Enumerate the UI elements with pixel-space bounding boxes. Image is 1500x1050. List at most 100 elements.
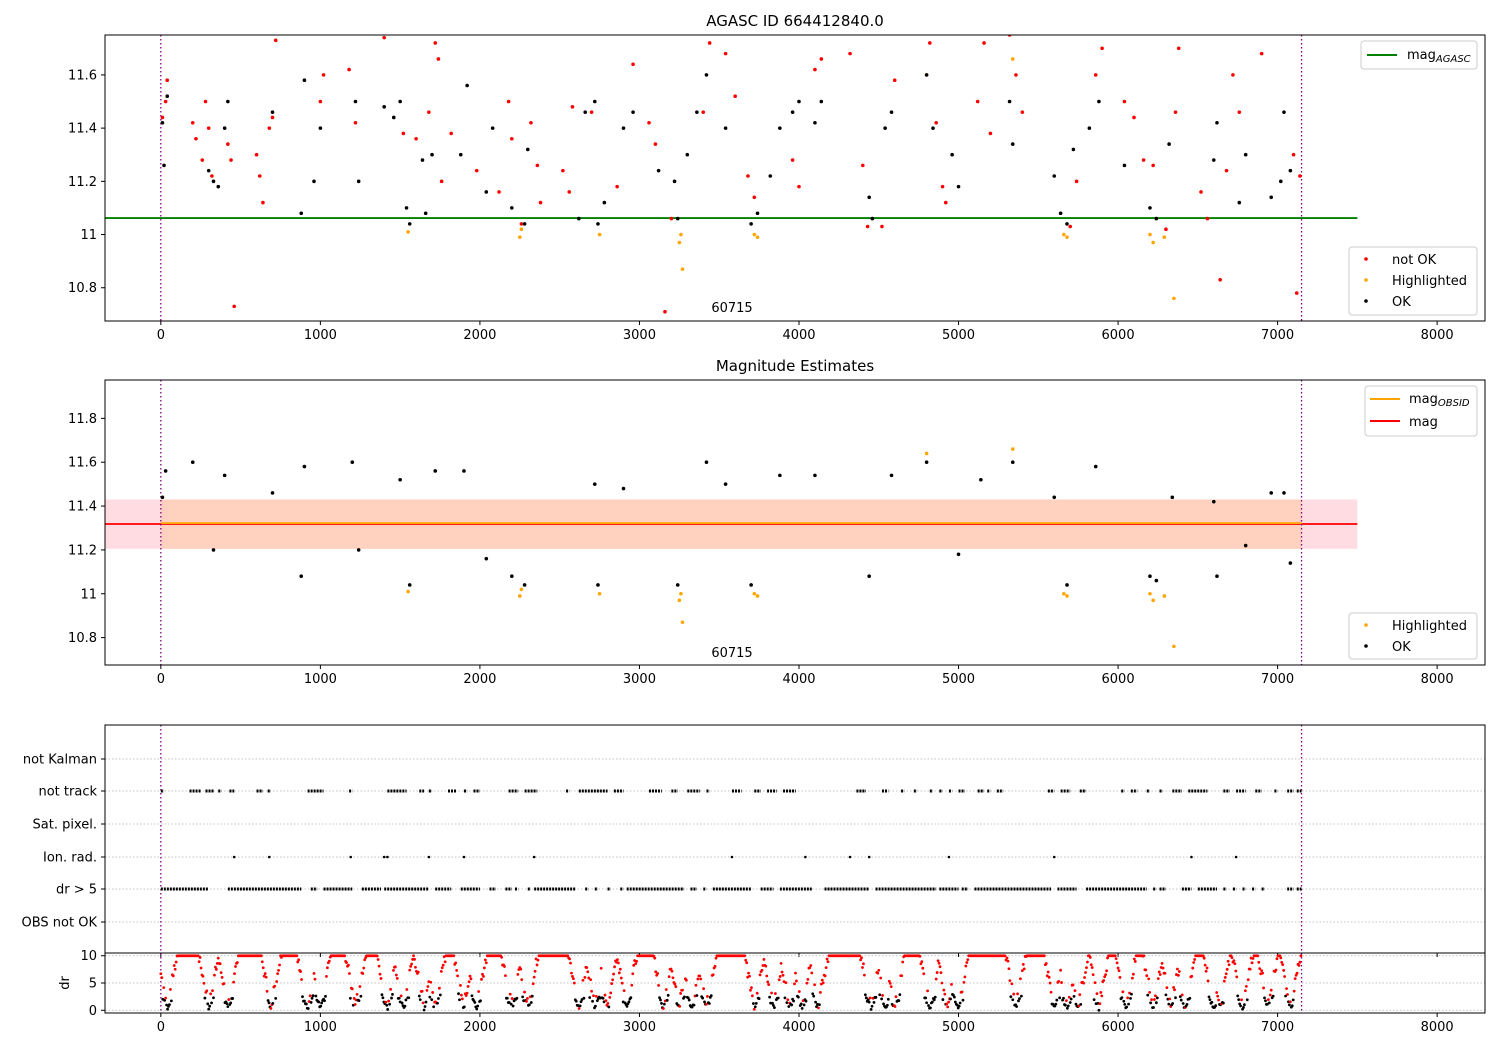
dr-point [438,993,442,997]
data-point [519,227,524,232]
x-tick-label: 6000 [1102,328,1135,343]
dr-point [432,1005,436,1009]
dr-point [202,981,206,985]
dr-point [1205,966,1209,970]
data-point [680,267,685,271]
legend-bottom-2: Highlighted OK [1348,612,1478,660]
data-point [755,594,760,598]
dr-point [1130,992,1133,996]
panel-magnitude-estimates: Magnitude Estimates 0 1000 2000 3000 4000 500… [68,357,1486,687]
flag-point [532,855,536,859]
dr-point [405,988,409,991]
dr-point [1178,995,1182,998]
dr-point [454,961,458,965]
dr-point [632,963,636,967]
dr-point [757,997,761,1000]
data-point [407,583,412,587]
dr-point [703,1000,706,1004]
dr-point [320,1001,324,1005]
dr-point [1263,996,1266,1000]
data-point [1199,190,1203,194]
dr-point [814,1000,817,1004]
dr-point [606,1001,610,1005]
dr-point [781,973,785,977]
dr-point [1148,991,1152,994]
dr-point [347,963,350,967]
data-point [621,486,626,491]
dr-point [1019,977,1022,981]
dr-point [965,961,969,964]
dr-point [601,996,605,1000]
dr-point [1227,963,1231,967]
data-point [813,473,817,478]
dr-point [417,994,421,998]
dr-point [296,960,300,964]
dr-point [762,958,766,961]
data-point [299,574,304,579]
dr-point [392,968,395,972]
dr-point [458,998,461,1002]
dr-point [876,971,880,975]
dr-point [1192,961,1196,964]
dr-point [825,957,829,961]
data-point [407,222,412,226]
dr-point [324,994,327,998]
y-tick-label: 10.8 [68,281,97,296]
dr-point [1292,989,1296,993]
dr-point [1210,1000,1214,1004]
dr-point [1226,959,1230,963]
data-point [1074,179,1079,184]
data-point [404,206,409,210]
dr-point [462,1005,466,1009]
axes-frame-1 [104,34,1486,322]
flag-point [386,855,389,859]
dr-point [1290,1004,1294,1008]
dr-point [1113,954,1117,958]
dr-point [569,961,572,965]
dr-point [744,958,748,962]
dr-point [1092,998,1096,1002]
dr-point [214,967,218,971]
dr-point [926,989,929,993]
dr-point [901,960,905,964]
dr-point [503,965,506,968]
dr-point [533,969,537,973]
dr-point [1120,996,1124,1000]
dr-point [1048,981,1052,985]
dr-point [295,954,299,958]
data-point [1087,126,1092,130]
data-point [216,184,221,189]
data-point [880,224,884,229]
dr-point [1149,1001,1153,1005]
data-point [1278,179,1283,184]
dr-point [1018,997,1021,1001]
dr-point [378,972,382,976]
dr-point [1054,1002,1058,1006]
dr-point [197,960,201,964]
dr-point [823,974,827,978]
data-point [924,73,929,77]
dr-point [800,1006,804,1010]
data-point [406,589,410,594]
flag-point [349,855,352,859]
data-point [350,460,355,465]
dr-point [1062,996,1065,1000]
dr-point [942,988,946,992]
dr-point [808,966,812,970]
dr-point [664,988,668,991]
dr-point [603,993,607,997]
dr-point [407,996,411,1000]
dr-point [1106,956,1109,960]
dr-point [1046,970,1050,974]
dr-point [229,1001,233,1005]
legend-label-mag-2: mag [1409,415,1438,430]
y-tick-label: 11.6 [68,68,97,83]
dr-point [939,971,943,975]
dr-point [1285,987,1288,991]
data-point [1148,232,1152,237]
dr-point [386,1008,390,1011]
x-tick-label: 1000 [304,1020,337,1035]
dr-point [658,996,661,1000]
dr-point [1222,979,1226,983]
data-point [1237,200,1242,205]
